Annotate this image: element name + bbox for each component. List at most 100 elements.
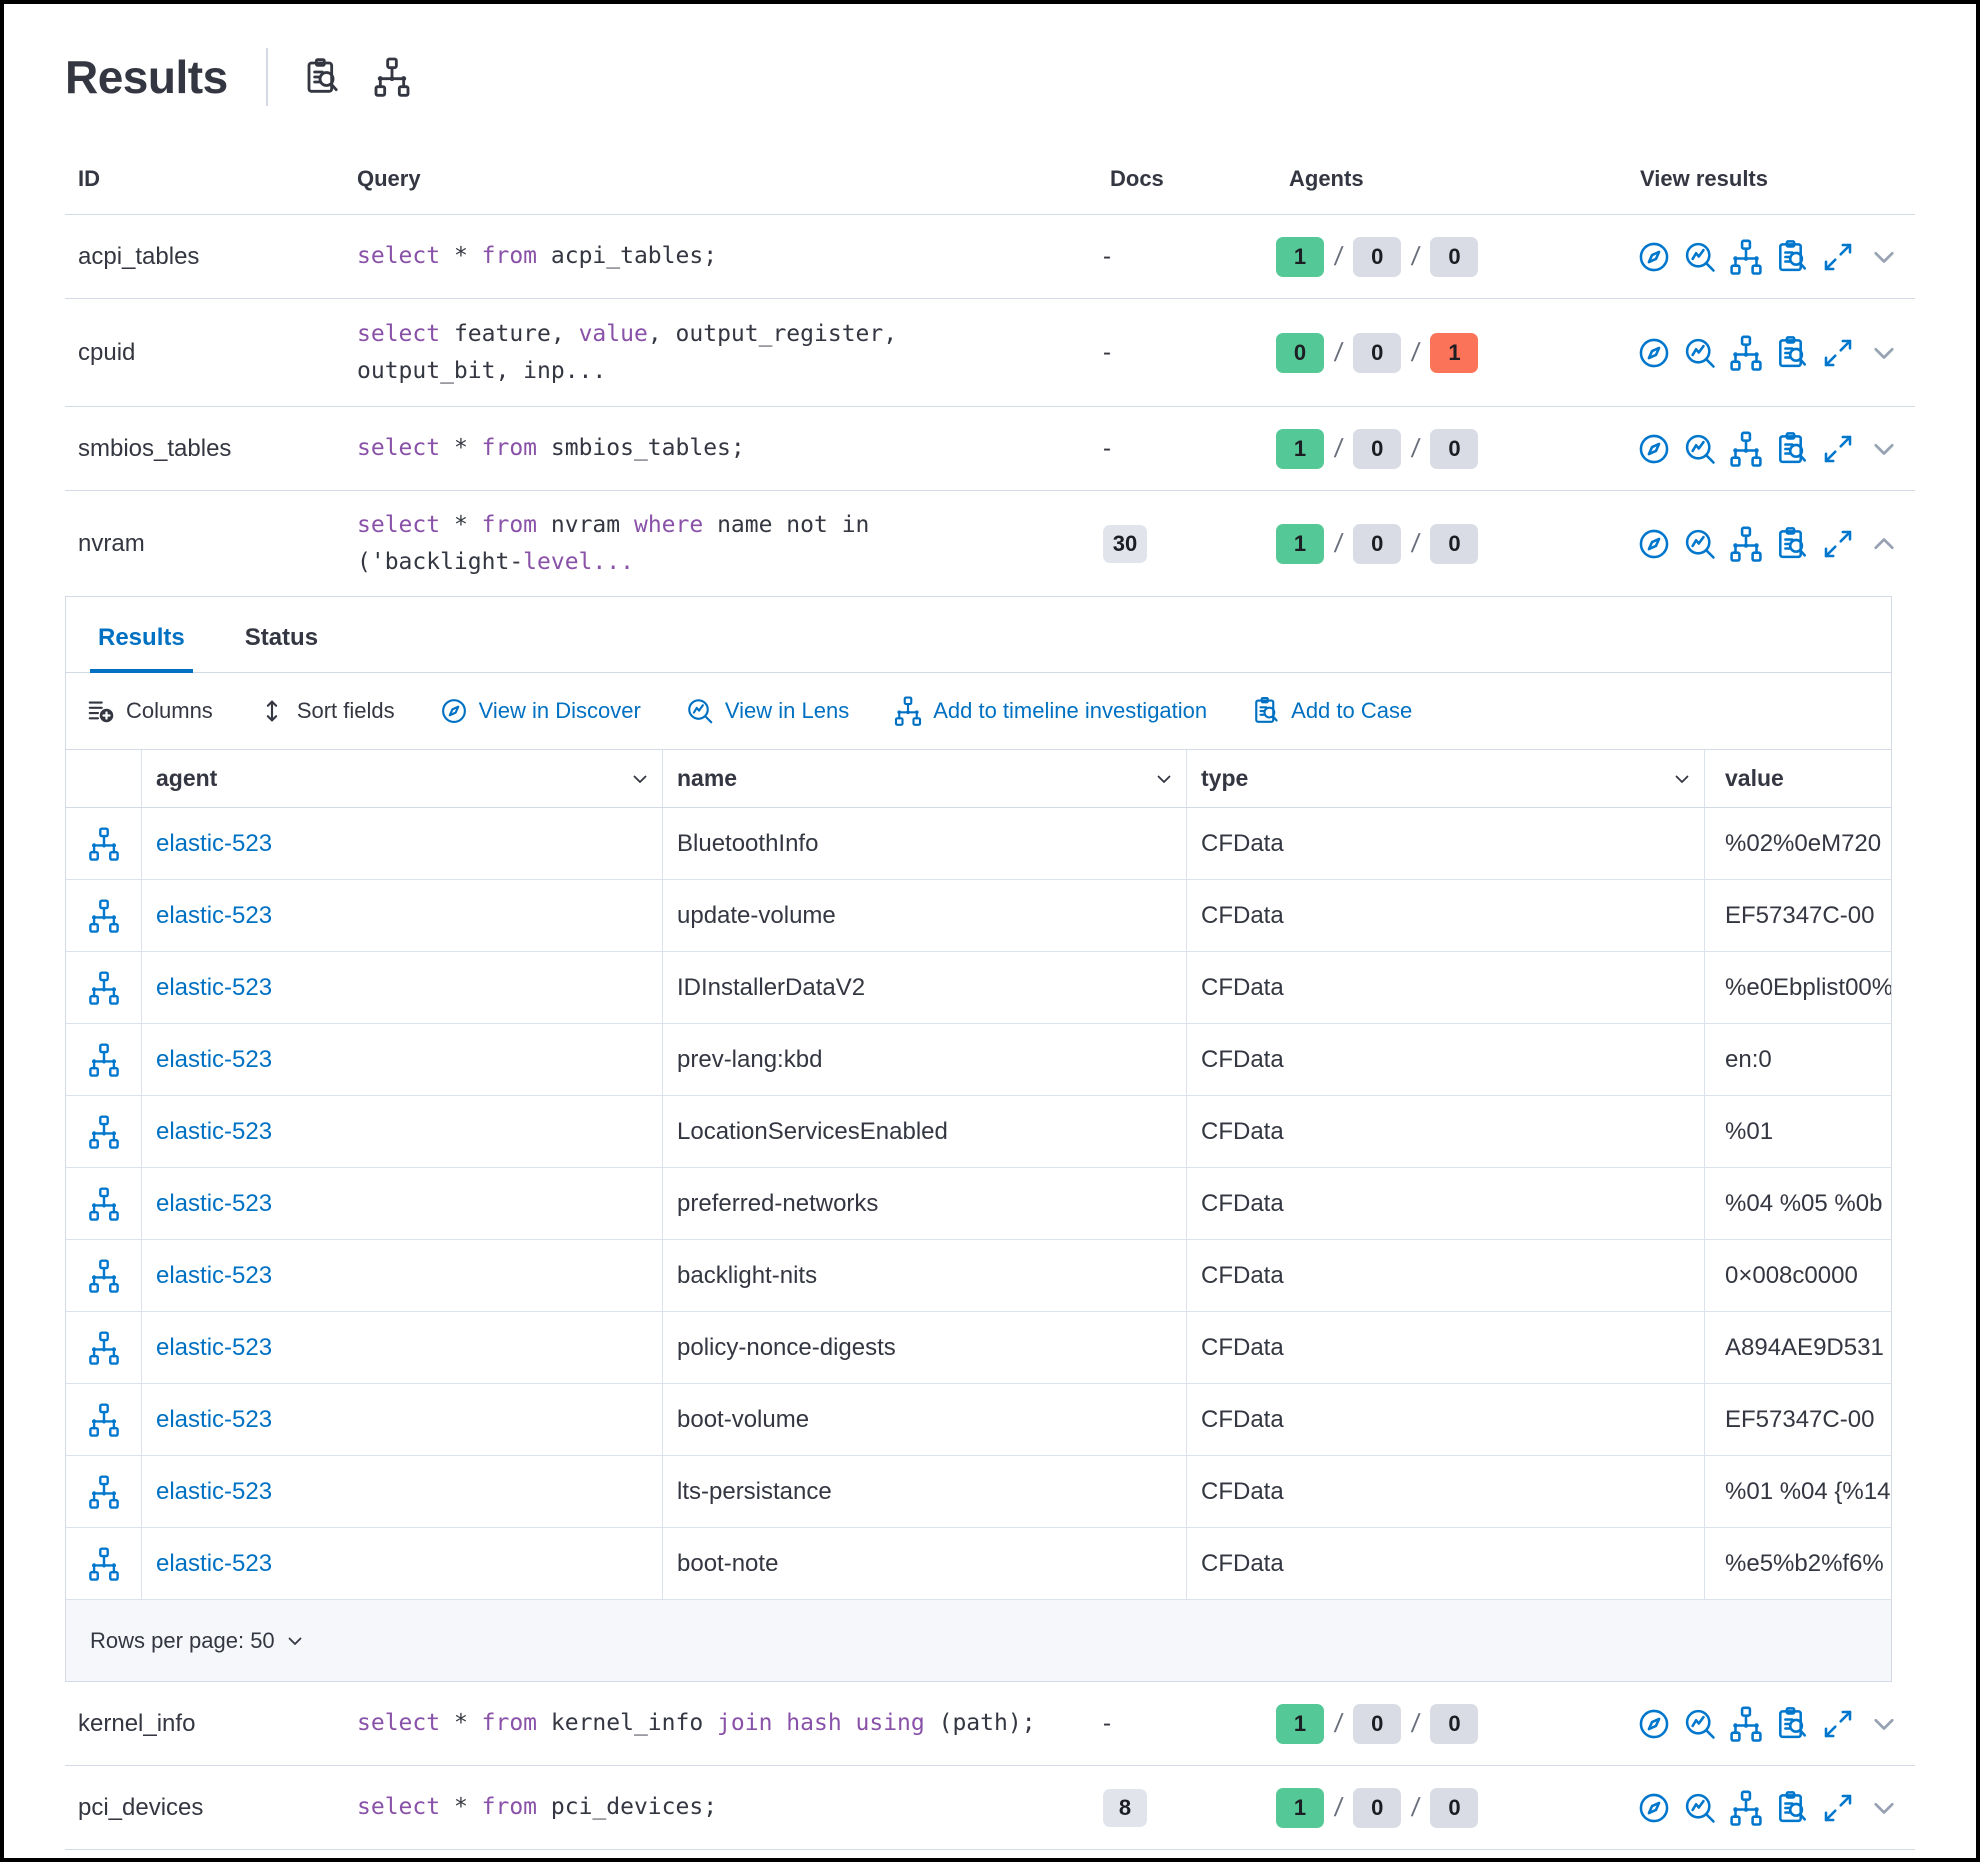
view-in-lens-button[interactable] xyxy=(1682,239,1718,275)
expand-results-button[interactable] xyxy=(1820,526,1856,562)
agent-link[interactable]: elastic-523 xyxy=(156,1117,273,1145)
add-to-timeline-icon[interactable] xyxy=(87,1475,121,1509)
add-to-timeline-button[interactable] xyxy=(1728,1706,1764,1742)
grid-header-value[interactable]: value xyxy=(1704,750,1891,807)
col-header-id: ID xyxy=(78,166,100,191)
agent-link[interactable]: elastic-523 xyxy=(156,1333,273,1361)
expand-results-button[interactable] xyxy=(1820,239,1856,275)
chevron-down-icon[interactable] xyxy=(1670,767,1694,791)
columns-button[interactable]: Columns xyxy=(86,696,213,726)
add-to-timeline-button[interactable] xyxy=(1728,335,1764,371)
expand-results-button[interactable] xyxy=(1820,1706,1856,1742)
add-to-timeline-icon[interactable] xyxy=(87,827,121,861)
agents-pending-badge: 0 xyxy=(1353,236,1402,277)
add-to-timeline-icon[interactable] xyxy=(87,1115,121,1149)
agent-link[interactable]: elastic-523 xyxy=(156,1189,273,1217)
view-in-discover-button[interactable] xyxy=(1636,526,1672,562)
view-in-discover-button[interactable] xyxy=(1636,431,1672,467)
type-cell: CFData xyxy=(1186,880,1704,951)
view-in-lens-button[interactable] xyxy=(1682,335,1718,371)
query-id: acpi_tables xyxy=(78,242,200,270)
view-in-lens-button[interactable]: View in Lens xyxy=(685,696,849,726)
table-row-cpuid: cpuid select feature, value, output_regi… xyxy=(65,299,1915,407)
name-cell: boot-volume xyxy=(662,1384,1186,1455)
add-to-case-button[interactable]: Add to Case xyxy=(1251,696,1412,726)
agent-link[interactable]: elastic-523 xyxy=(156,901,273,929)
tab-results[interactable]: Results xyxy=(90,624,193,673)
add-to-timeline-icon[interactable] xyxy=(87,1331,121,1365)
tab-status[interactable]: Status xyxy=(244,624,319,651)
value-cell: en:0 xyxy=(1704,1024,1891,1095)
chevron-down-icon[interactable] xyxy=(1866,1706,1902,1742)
grid-header-name[interactable]: name xyxy=(662,750,1186,807)
add-to-timeline-button[interactable] xyxy=(1728,239,1764,275)
chevron-down-icon[interactable] xyxy=(1866,431,1902,467)
agent-link[interactable]: elastic-523 xyxy=(156,1549,273,1577)
view-in-lens-button[interactable] xyxy=(1682,526,1718,562)
view-in-discover-button[interactable] xyxy=(1636,1790,1672,1826)
add-to-timeline-button[interactable]: Add to timeline investigation xyxy=(893,696,1207,726)
agent-link[interactable]: elastic-523 xyxy=(156,973,273,1001)
query-id: nvram xyxy=(78,529,145,557)
grid-row: elastic-523 IDInstallerDataV2 CFData %e0… xyxy=(66,952,1891,1024)
value-cell: EF57347C-00 xyxy=(1704,1384,1891,1455)
agents-success-badge: 1 xyxy=(1276,523,1324,564)
chevron-down-icon[interactable] xyxy=(283,1629,307,1653)
node-graph-icon xyxy=(893,696,923,726)
view-in-lens-button[interactable] xyxy=(1682,1706,1718,1742)
add-to-timeline-icon[interactable] xyxy=(87,899,121,933)
sort-fields-button[interactable]: Sort fields xyxy=(257,696,395,726)
add-to-timeline-icon[interactable] xyxy=(87,1403,121,1437)
chevron-down-icon[interactable] xyxy=(628,767,652,791)
docs-count-badge: 8 xyxy=(1103,1788,1147,1827)
add-to-case-button[interactable] xyxy=(1774,526,1810,562)
grid-header-agent[interactable]: agent xyxy=(141,750,662,807)
agents-success-badge: 1 xyxy=(1276,1787,1324,1828)
add-to-timeline-icon[interactable] xyxy=(87,971,121,1005)
expand-results-button[interactable] xyxy=(1820,1790,1856,1826)
add-to-timeline-button[interactable] xyxy=(1728,431,1764,467)
chevron-down-icon[interactable] xyxy=(1866,335,1902,371)
chevron-down-icon[interactable] xyxy=(1152,767,1176,791)
add-to-case-button[interactable] xyxy=(1774,1706,1810,1742)
agent-link[interactable]: elastic-523 xyxy=(156,1045,273,1073)
add-to-case-button[interactable] xyxy=(1774,239,1810,275)
view-in-lens-button[interactable] xyxy=(1682,1790,1718,1826)
agent-link[interactable]: elastic-523 xyxy=(156,829,273,857)
view-in-discover-button[interactable] xyxy=(1636,1706,1672,1742)
add-to-timeline-icon[interactable] xyxy=(87,1547,121,1581)
add-to-timeline-icon[interactable] xyxy=(87,1043,121,1077)
title-icons xyxy=(302,57,412,97)
grid-header-type[interactable]: type xyxy=(1186,750,1704,807)
node-graph-icon[interactable] xyxy=(372,57,412,97)
expand-results-button[interactable] xyxy=(1820,335,1856,371)
add-to-timeline-button[interactable] xyxy=(1728,526,1764,562)
type-cell: CFData xyxy=(1186,1528,1704,1599)
agents-success-badge: 0 xyxy=(1276,332,1324,373)
view-in-discover-button[interactable] xyxy=(1636,239,1672,275)
queries-table-header: ID Query Docs Agents View results xyxy=(65,144,1915,215)
agents-pending-badge: 0 xyxy=(1353,523,1402,564)
chevron-down-icon[interactable] xyxy=(1866,239,1902,275)
add-to-case-button[interactable] xyxy=(1774,1790,1810,1826)
add-to-case-button[interactable] xyxy=(1774,335,1810,371)
view-in-discover-button[interactable] xyxy=(1636,335,1672,371)
agent-link[interactable]: elastic-523 xyxy=(156,1261,273,1289)
inspect-icon[interactable] xyxy=(302,57,342,97)
rows-per-page-select[interactable]: Rows per page: 50 xyxy=(90,1627,275,1653)
agent-link[interactable]: elastic-523 xyxy=(156,1405,273,1433)
view-in-lens-button[interactable] xyxy=(1682,431,1718,467)
add-to-case-button[interactable] xyxy=(1774,431,1810,467)
chevron-up-icon[interactable] xyxy=(1866,526,1902,562)
add-to-timeline-icon[interactable] xyxy=(87,1259,121,1293)
view-in-discover-button[interactable]: View in Discover xyxy=(439,696,641,726)
chevron-down-icon[interactable] xyxy=(1866,1790,1902,1826)
expand-results-button[interactable] xyxy=(1820,431,1856,467)
type-cell: CFData xyxy=(1186,1168,1704,1239)
agent-link[interactable]: elastic-523 xyxy=(156,1477,273,1505)
agents-status: 1/ 0/ 0 xyxy=(1276,1703,1627,1744)
add-to-timeline-button[interactable] xyxy=(1728,1790,1764,1826)
docs-count-badge: 30 xyxy=(1103,524,1147,563)
add-to-timeline-icon[interactable] xyxy=(87,1187,121,1221)
name-cell: policy-nonce-digests xyxy=(662,1312,1186,1383)
